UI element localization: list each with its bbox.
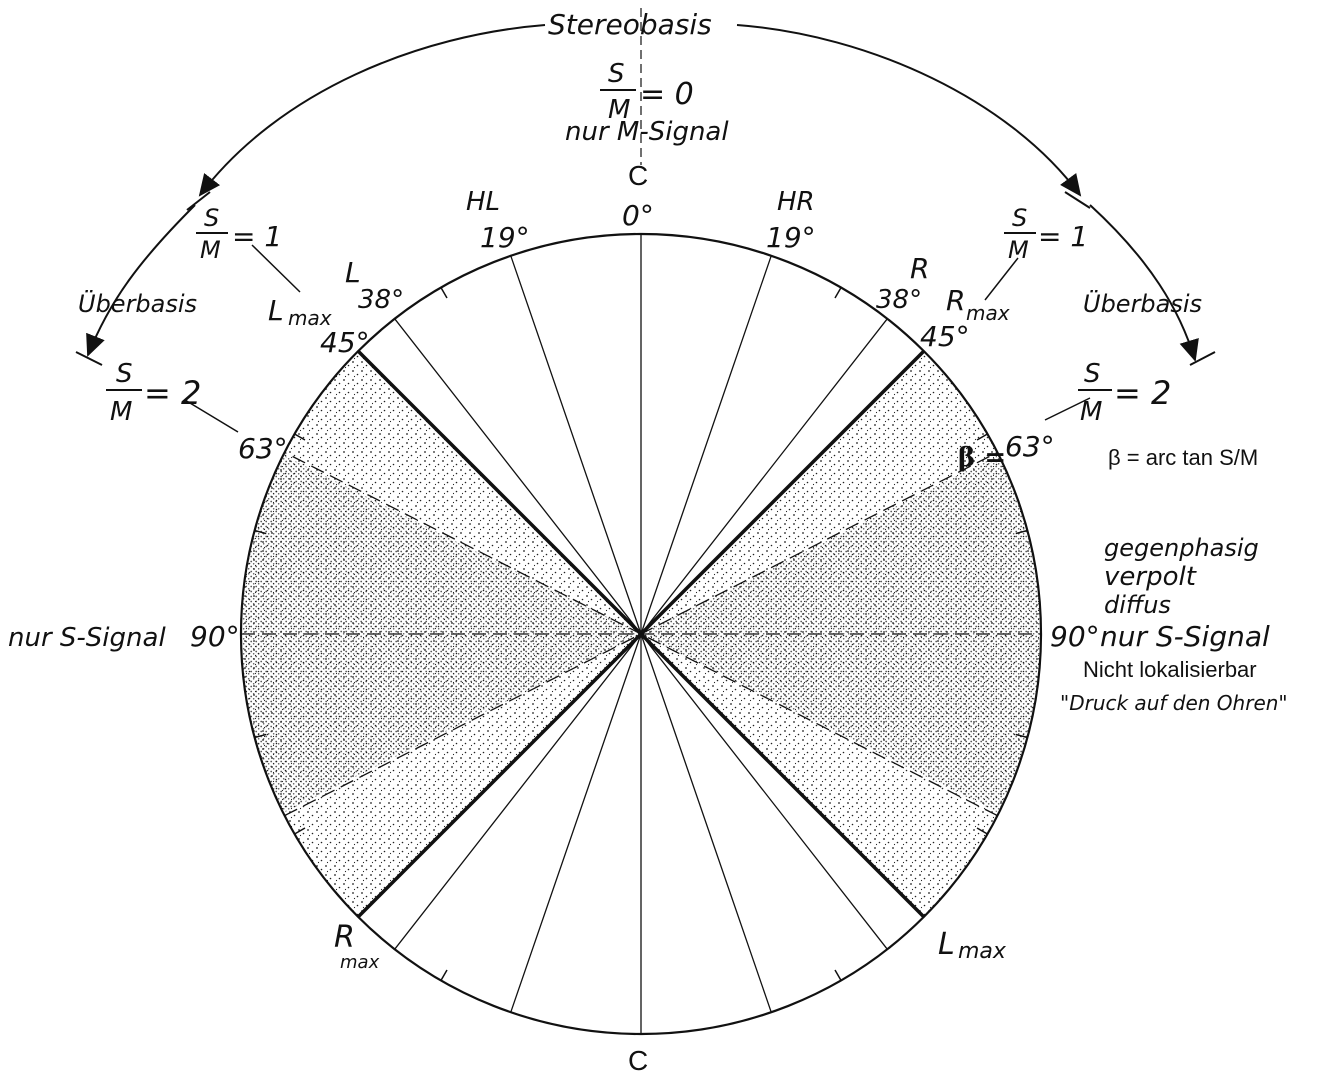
l-45-label: 45°	[320, 326, 370, 359]
radial-lines	[241, 234, 1041, 1034]
l-label: L	[345, 256, 361, 289]
svg-text:max: max	[340, 952, 380, 973]
leader-rmax	[984, 257, 1019, 301]
svg-text:max: max	[288, 306, 332, 330]
svg-text:max: max	[958, 939, 1007, 964]
ueberbasis-arc-left	[86, 204, 196, 357]
leader-s2-right	[1044, 397, 1091, 421]
svg-text:M: M	[1008, 236, 1029, 264]
c-top-label: C	[628, 160, 648, 191]
nur-s-signal-left-label: nur S-Signal	[8, 623, 166, 653]
leader-s2-left	[184, 399, 239, 433]
r-45-label: 45°	[920, 320, 970, 353]
svg-text:S: S	[608, 59, 625, 89]
svg-text:R: R	[334, 920, 355, 955]
rim-tick	[294, 433, 306, 441]
rim-tick	[834, 287, 842, 299]
svg-text:M: M	[110, 397, 132, 427]
rim-tick	[294, 827, 306, 835]
svg-text:R: R	[946, 284, 965, 317]
lmax-label: L max	[268, 294, 332, 330]
rim-tick	[834, 969, 842, 981]
fraction-left-1: S M = 1	[196, 204, 282, 264]
right-90-label: 90°	[1050, 620, 1100, 653]
right-cross-tick	[1064, 191, 1091, 209]
beta-eq-label: β =	[958, 443, 1006, 473]
ueberbasis-right-label: Überbasis	[1083, 289, 1202, 318]
left-63-label: 63°	[238, 432, 288, 465]
svg-text:M: M	[608, 95, 630, 125]
stereobasis-arc-right	[736, 24, 1082, 197]
r-38-label: 38°	[876, 285, 922, 315]
zero-degree-label: 0°	[622, 199, 654, 232]
lmax-bottom-label: L max	[938, 927, 1007, 964]
ueberbasis-left-label: Überbasis	[78, 289, 197, 318]
l-38-label: 38°	[358, 285, 404, 315]
tick-marks	[254, 287, 1028, 981]
nur-s-signal-right-label: nur S-Signal	[1100, 620, 1270, 653]
nur-m-signal-label: nur M-Signal	[565, 117, 729, 147]
right-end-bar	[1189, 351, 1216, 366]
svg-text:= 0: = 0	[640, 77, 694, 112]
ueberbasis-arc-right	[1089, 204, 1199, 362]
rim-tick	[976, 827, 988, 835]
rim-tick	[440, 287, 448, 299]
diffus-label: diffus	[1104, 591, 1171, 619]
svg-text:max: max	[966, 301, 1010, 325]
stereobasis-label: Stereobasis	[548, 8, 712, 41]
svg-text:= 1: = 1	[232, 220, 282, 253]
svg-text:S: S	[116, 359, 133, 389]
rim-tick	[254, 733, 267, 739]
svg-text:= 2: = 2	[1114, 374, 1171, 412]
rmax-bottom-label: R max	[334, 920, 380, 973]
hr-19-label: 19°	[766, 221, 816, 254]
rim-tick	[440, 969, 448, 981]
rim-tick	[1015, 529, 1028, 535]
hl-19-label: 19°	[480, 221, 530, 254]
leader-lmax	[251, 244, 301, 293]
rmax-label: R max	[946, 284, 1010, 325]
fraction-right-2: S M = 2	[1078, 359, 1171, 427]
beta-formula-label: β = arc tan S/M	[1108, 445, 1258, 470]
svg-text:= 2: = 2	[144, 374, 201, 412]
svg-text:M: M	[200, 236, 221, 264]
fraction-left-2: S M = 2	[106, 359, 201, 427]
right-63-label: 63°	[1005, 430, 1055, 463]
svg-text:L: L	[938, 927, 955, 962]
svg-text:L: L	[268, 294, 284, 327]
rim-tick	[976, 433, 988, 441]
nicht-lokalisierbar-label: Nicht lokalisierbar	[1083, 657, 1257, 682]
rim-tick	[254, 529, 267, 535]
svg-text:= 1: = 1	[1038, 220, 1088, 253]
svg-text:S: S	[1084, 359, 1101, 389]
r-label: R	[910, 252, 929, 285]
left-end-bar	[75, 351, 103, 366]
hr-label: HR	[777, 187, 815, 217]
left-90-label: 90°	[190, 620, 240, 653]
svg-text:S: S	[1012, 204, 1027, 232]
fraction-top: S M = 0	[600, 59, 694, 125]
gegenphasig-label: gegenphasig	[1104, 534, 1259, 562]
svg-text:M: M	[1080, 397, 1102, 427]
hl-label: HL	[466, 187, 500, 217]
verpolt-label: verpolt	[1104, 562, 1197, 592]
rim-tick	[1015, 733, 1028, 739]
druck-label: "Druck auf den Ohren"	[1060, 691, 1288, 715]
svg-text:S: S	[204, 204, 219, 232]
left-cross-tick	[186, 191, 211, 211]
fraction-right-1: S M = 1	[1004, 204, 1088, 264]
stereobasis-arc-left	[198, 24, 546, 197]
c-bottom-label: C	[628, 1045, 648, 1076]
